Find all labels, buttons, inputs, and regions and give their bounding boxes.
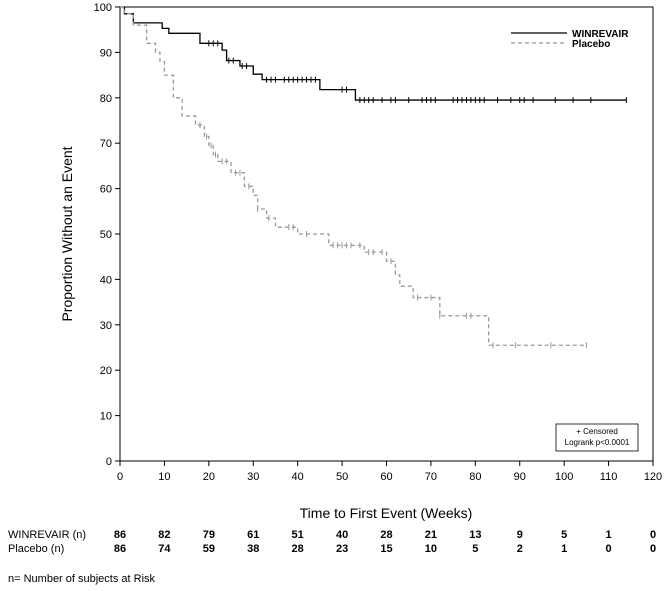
x-tick-label: 0 [117,471,123,483]
risk-value: 0 [605,543,612,555]
y-tick-label: 60 [100,184,112,196]
y-tick-label: 70 [100,138,112,150]
x-tick-label: 60 [380,471,392,483]
risk-value: 0 [649,543,657,555]
risk-value: 28 [291,543,304,555]
risk-value: 23 [335,543,349,555]
legend-label-placebo: Placebo [572,39,610,50]
annotation-logrank: Logrank p<0.0001 [565,438,630,447]
risk-footnote: n= Number of subjects at Risk [8,573,156,585]
risk-value: 79 [202,529,215,541]
risk-value: 10 [424,543,438,555]
y-tick-label: 20 [100,365,112,377]
censor-annotation: + Censored Logrank p<0.0001 [555,423,639,452]
plot-frame [119,6,654,462]
series-layer [120,6,627,349]
risk-row: WINREVAIR (n) 86 82 79 61 51 40 28 21 13 9 5 1 0 [0,529,666,543]
x-tick-label: 100 [555,471,573,483]
risk-value: 15 [380,543,393,555]
risk-value: 1 [561,543,568,555]
legend-label-winrevair: WINREVAIR [572,29,629,40]
x-tick-label: 70 [425,471,437,483]
y-tick-label: 100 [94,2,112,14]
x-tick-label: 30 [247,471,259,483]
x-axis: 0 10 20 30 40 50 60 70 80 90 100 110 120 [117,461,662,483]
x-tick-label: 10 [158,471,170,483]
risk-value: 9 [516,529,523,541]
risk-value: 5 [472,543,479,555]
risk-value: 1 [605,529,612,541]
annotation-box [555,423,639,452]
risk-value: 59 [202,543,215,555]
y-tick-label: 90 [100,47,112,59]
risk-row-label: Placebo (n) [8,543,65,555]
risk-row-label: WINREVAIR (n) [8,529,87,541]
legend: WINREVAIR Placebo [511,29,629,50]
risk-value: 86 [113,529,127,541]
risk-value: 86 [113,543,127,555]
x-axis-label: Time to First Event (Weeks) [300,505,473,521]
y-tick-label: 80 [100,93,112,105]
y-tick-label: 40 [100,274,112,286]
y-axis-label: Proportion Without an Event [59,146,75,321]
risk-value: 5 [561,529,568,541]
y-tick-label: 30 [100,320,112,332]
x-tick-label: 110 [600,471,618,483]
risk-value: 61 [247,529,260,541]
x-tick-label: 90 [514,471,526,483]
y-tick-label: 10 [100,411,112,423]
risk-value: 74 [158,543,171,555]
x-tick-label: 120 [644,471,662,483]
risk-value: 51 [291,529,304,541]
x-tick-label: 40 [292,471,304,483]
risk-value: 13 [469,529,482,541]
x-tick-label: 80 [469,471,481,483]
x-tick-label: 50 [336,471,348,483]
risk-row: Placebo (n) 86 74 59 38 28 23 15 10 5 2 1 0 0 [0,543,666,557]
risk-value: 38 [247,543,260,555]
risk-value: 82 [158,529,171,541]
x-tick-label: 20 [203,471,215,483]
risk-value: 40 [335,529,349,541]
y-axis: 0 10 20 30 40 50 60 70 80 90 100 [94,2,120,468]
risk-value: 2 [516,543,523,555]
risk-value: 28 [380,529,393,541]
risk-value: 0 [649,529,657,541]
axes [119,6,654,462]
series-line-placebo [120,6,587,346]
y-tick-label: 50 [100,229,112,241]
y-tick-label: 0 [106,456,112,468]
risk-value: 21 [424,529,438,541]
annotation-censored: + Censored [576,427,618,436]
series-line-winrevair [120,6,627,101]
